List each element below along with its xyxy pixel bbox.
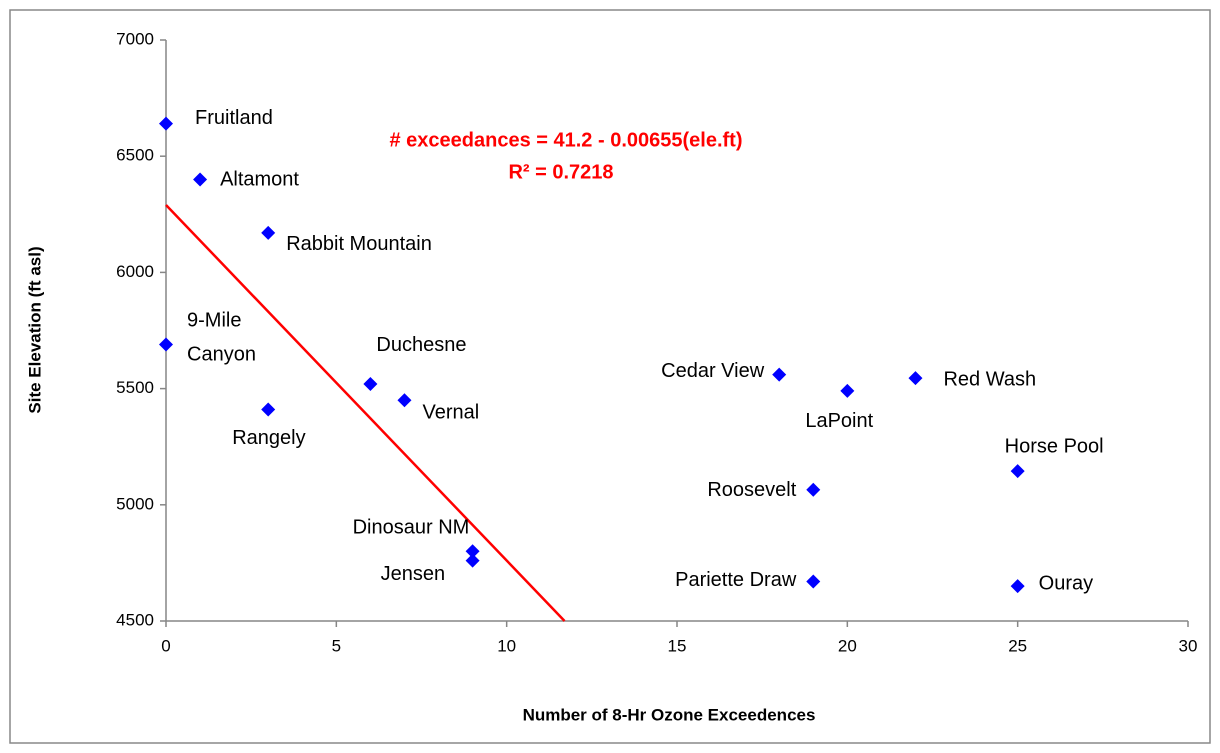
point-label: Altamont — [220, 169, 299, 191]
point-label: Dinosaur NM — [353, 517, 470, 539]
point-label: Pariette Draw — [675, 569, 797, 591]
point — [772, 367, 787, 382]
point — [261, 402, 276, 417]
point — [1010, 464, 1025, 479]
point-label: Rangely — [232, 427, 305, 449]
point — [159, 337, 173, 352]
y-tick-label: 7000 — [116, 29, 154, 48]
y-tick-label: 6500 — [116, 146, 154, 165]
point-label: LaPoint — [805, 410, 873, 432]
point-label: Red Wash — [943, 368, 1036, 390]
point-label: Ouray — [1039, 572, 1093, 594]
point-label: Jensen — [381, 563, 446, 585]
point — [363, 376, 378, 391]
point — [806, 574, 821, 589]
point — [840, 383, 855, 398]
point — [465, 544, 480, 559]
point — [159, 116, 173, 131]
y-tick-label: 5500 — [116, 378, 154, 397]
point — [193, 172, 208, 187]
x-tick-label: 20 — [838, 636, 857, 655]
point-label: Rabbit Mountain — [286, 233, 432, 255]
point — [806, 482, 821, 497]
x-tick-label: 0 — [161, 636, 170, 655]
point-label: Horse Pool — [1005, 435, 1104, 457]
y-tick-label: 4500 — [116, 610, 154, 629]
point-label: Vernal — [422, 402, 479, 424]
y-tick-label: 6000 — [116, 262, 154, 281]
point — [1010, 579, 1025, 594]
trendline — [165, 204, 566, 622]
annotation: R² = 0.7218 — [508, 161, 613, 183]
point — [908, 371, 923, 386]
x-tick-label: 15 — [668, 636, 687, 655]
point-label: Fruitland — [195, 107, 273, 129]
annotation: # exceedances = 41.2 - 0.00655(ele.ft) — [389, 129, 742, 151]
x-tick-label: 25 — [1008, 636, 1027, 655]
point — [465, 553, 480, 568]
y-axis-title: Site Elevation (ft asl) — [25, 246, 44, 413]
x-tick-label: 10 — [497, 636, 516, 655]
point-label: Roosevelt — [707, 479, 796, 501]
x-tick-label: 5 — [332, 636, 341, 655]
x-axis-title: Number of 8-Hr Ozone Exceedences — [523, 705, 816, 724]
point-label: Duchesne — [376, 334, 466, 356]
point — [397, 393, 412, 408]
point-label: Cedar View — [661, 360, 765, 382]
point-label: 9-Mile Canyon — [187, 310, 256, 366]
x-tick-label: 30 — [1179, 636, 1198, 655]
y-tick-label: 5000 — [116, 494, 154, 513]
point — [261, 225, 276, 240]
